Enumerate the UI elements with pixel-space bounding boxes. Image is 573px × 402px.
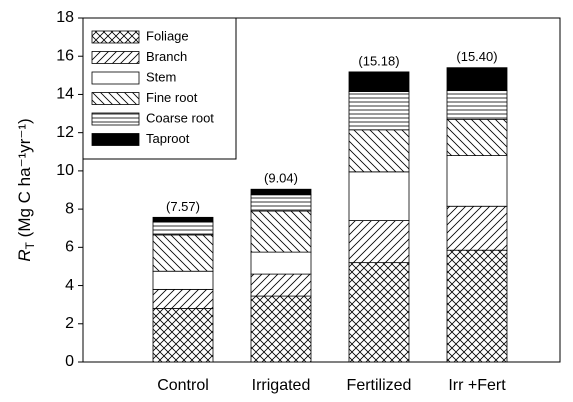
bar-segment: [152, 221, 214, 236]
total-label: (7.57): [166, 199, 200, 214]
legend-label: Foliage: [146, 28, 189, 43]
y-tick-label: 18: [56, 9, 74, 26]
plot-frame: [82, 17, 561, 363]
legend-label: Stem: [146, 69, 176, 84]
bar-segment: [152, 308, 214, 363]
bar-segment: [250, 210, 312, 253]
total-label: (15.40): [456, 49, 497, 64]
y-tick-label: 8: [65, 200, 74, 217]
bar-segment: [348, 262, 410, 363]
legend-label: Taproot: [146, 131, 190, 146]
bar-segment: [152, 234, 214, 272]
bar-segment: [348, 171, 410, 221]
bar-segment: [348, 129, 410, 173]
total-label: (15.18): [358, 53, 399, 68]
y-tick-label: 10: [56, 162, 74, 179]
legend-swatch: [91, 30, 140, 44]
bar-segment: [348, 91, 410, 131]
legend-swatch: [91, 71, 140, 85]
x-tick-label: Control: [157, 377, 209, 394]
bar-segment: [446, 118, 508, 156]
bar-segment: [152, 288, 214, 309]
legend-label: Branch: [146, 49, 187, 64]
total-label: (9.04): [264, 171, 298, 186]
bar-segment: [250, 251, 312, 275]
y-tick-label: 4: [65, 277, 74, 294]
y-tick-label: 16: [56, 47, 74, 64]
legend-swatch: [91, 112, 140, 126]
legend-swatch: [91, 133, 140, 146]
bar-segment: [250, 194, 312, 212]
y-tick-label: 12: [56, 124, 74, 141]
bar-segment: [348, 71, 410, 92]
x-tick-label: Fertilized: [347, 377, 412, 394]
bar-segment: [348, 220, 410, 264]
x-tick-label: Irrigated: [252, 377, 311, 394]
legend-label: Fine root: [146, 90, 198, 105]
bar-segment: [250, 295, 312, 363]
legend-swatch: [91, 51, 140, 64]
bar-segment: [446, 205, 508, 251]
bar-segment: [446, 155, 508, 207]
y-tick-label: 0: [65, 353, 74, 370]
legend-swatch: [91, 92, 140, 105]
bar-segment: [152, 270, 214, 290]
x-tick-label: Irr +Fert: [448, 377, 506, 394]
bar-segment: [446, 67, 508, 92]
bar-segment: [446, 90, 508, 120]
y-tick-label: 14: [56, 86, 74, 103]
y-axis-label: RT (Mg C ha⁻¹yr⁻¹): [15, 118, 37, 261]
y-tick-label: 2: [65, 315, 74, 332]
bar-segment: [152, 216, 214, 223]
bar-segment: [250, 273, 312, 297]
y-tick-label: 6: [65, 239, 74, 256]
bar-segment: [446, 249, 508, 363]
legend-label: Coarse root: [146, 110, 214, 125]
bar-segment: [250, 188, 312, 196]
